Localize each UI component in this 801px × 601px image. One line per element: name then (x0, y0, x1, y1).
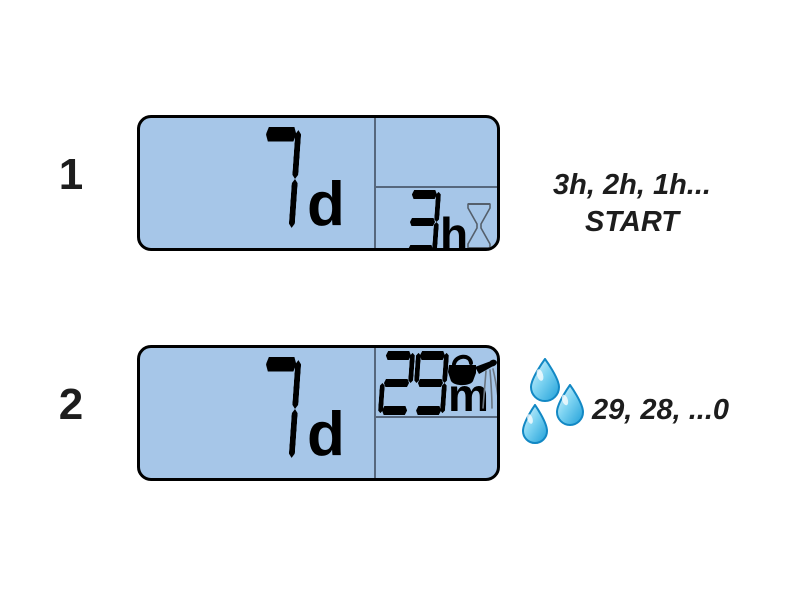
lcd-horizontal-divider (374, 416, 497, 418)
seven-segment-digit-minutes-ones (412, 351, 449, 415)
water-droplet-icon (520, 403, 550, 444)
annotation-text-1: 3h, 2h, 1h... START (516, 167, 748, 241)
annotation-text-2: 29, 28, ...0 (592, 392, 729, 429)
seven-segment-digit-days (254, 127, 301, 231)
seven-segment-digit-hours (404, 190, 441, 248)
annotation-line-2: START (585, 206, 679, 239)
hours-readout-1: h (406, 190, 468, 248)
days-unit-label: d (307, 400, 345, 470)
days-readout-2: d (258, 357, 345, 470)
lcd-display-1: d h (137, 115, 500, 251)
hourglass-icon (465, 202, 493, 248)
lcd-display-2: d m (137, 345, 500, 481)
watering-can-icon (446, 350, 497, 412)
seven-segment-digit-minutes-tens (378, 351, 415, 415)
lcd-vertical-divider (374, 348, 376, 478)
seven-segment-digit-days (254, 357, 301, 461)
annotation-line-1: 3h, 2h, 1h... (553, 169, 711, 201)
water-droplet-icon (554, 383, 586, 426)
annotation-line-1: 29, 28, ...0 (592, 394, 730, 426)
hours-unit-label: h (440, 208, 469, 248)
days-unit-label: d (307, 170, 345, 240)
days-readout-1: d (258, 127, 345, 240)
row-number-2: 2 (58, 380, 84, 429)
row-number-1: 1 (58, 150, 84, 199)
lcd-horizontal-divider (374, 186, 497, 188)
water-droplet-icon (528, 357, 562, 402)
lcd-vertical-divider (374, 118, 376, 248)
water-droplets-cluster (518, 357, 592, 448)
